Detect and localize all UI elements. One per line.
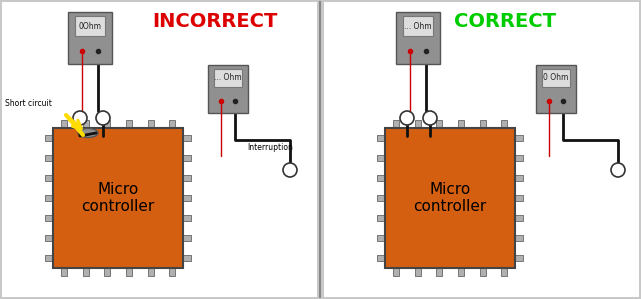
Text: 0 Ohm: 0 Ohm [544, 74, 569, 83]
Bar [377, 215, 385, 221]
Bar [147, 268, 153, 276]
Bar [377, 255, 385, 261]
Bar [458, 268, 464, 276]
Bar [83, 120, 88, 128]
Bar [458, 120, 464, 128]
Bar [515, 215, 523, 221]
Bar [104, 120, 110, 128]
Bar [515, 135, 523, 141]
Bar [169, 120, 175, 128]
Ellipse shape [78, 129, 98, 138]
Bar [403, 16, 433, 36]
Bar [45, 155, 53, 161]
Bar [2, 2, 317, 297]
Bar [377, 155, 385, 161]
Bar [83, 268, 88, 276]
Circle shape [611, 163, 625, 177]
Text: 0Ohm: 0Ohm [78, 22, 101, 30]
Bar [436, 120, 442, 128]
Text: Interruption: Interruption [247, 144, 293, 152]
Bar [536, 65, 576, 113]
Bar [214, 69, 242, 87]
Bar [377, 195, 385, 201]
Text: CORRECT: CORRECT [454, 12, 556, 31]
Bar [479, 120, 485, 128]
Circle shape [96, 111, 110, 125]
Circle shape [400, 111, 414, 125]
Bar [515, 255, 523, 261]
Bar [169, 268, 175, 276]
Bar [515, 235, 523, 241]
Bar [45, 235, 53, 241]
Text: INCORRECT: INCORRECT [153, 12, 278, 31]
Bar [183, 155, 191, 161]
Bar [183, 215, 191, 221]
Bar [542, 69, 570, 87]
Bar [415, 268, 420, 276]
Circle shape [283, 163, 297, 177]
Bar [501, 120, 507, 128]
Text: ... Ohm: ... Ohm [214, 74, 242, 83]
Bar [45, 135, 53, 141]
Bar [377, 235, 385, 241]
Bar [183, 255, 191, 261]
Bar [104, 268, 110, 276]
Bar [61, 268, 67, 276]
Bar [208, 65, 248, 113]
Bar [183, 195, 191, 201]
Bar [393, 268, 399, 276]
Bar [324, 2, 639, 297]
Bar [45, 195, 53, 201]
Bar [74, 16, 105, 36]
Bar [515, 155, 523, 161]
Text: Micro
controller: Micro controller [413, 182, 487, 214]
Bar [126, 268, 132, 276]
Bar [396, 12, 440, 64]
Bar [415, 120, 420, 128]
Bar [45, 255, 53, 261]
Bar [385, 128, 515, 268]
Bar [45, 175, 53, 181]
Bar [183, 135, 191, 141]
Circle shape [423, 111, 437, 125]
Text: Short circuit: Short circuit [5, 100, 52, 109]
Bar [515, 175, 523, 181]
Bar [183, 175, 191, 181]
Bar [501, 268, 507, 276]
Bar [377, 135, 385, 141]
Bar [436, 268, 442, 276]
Bar [147, 120, 153, 128]
Bar [183, 235, 191, 241]
Bar [53, 128, 183, 268]
Text: Micro
controller: Micro controller [81, 182, 154, 214]
Bar [61, 120, 67, 128]
Bar [126, 120, 132, 128]
Bar [393, 120, 399, 128]
Bar [68, 12, 112, 64]
Circle shape [73, 111, 87, 125]
Bar [479, 268, 485, 276]
Text: ... Ohm: ... Ohm [404, 22, 432, 30]
Bar [377, 175, 385, 181]
Bar [515, 195, 523, 201]
Bar [45, 215, 53, 221]
